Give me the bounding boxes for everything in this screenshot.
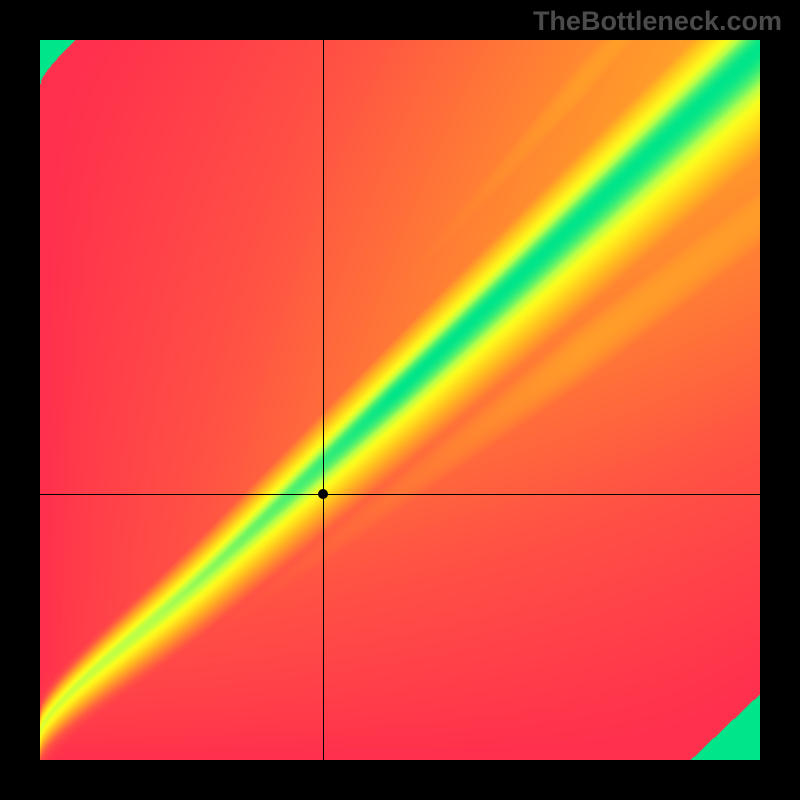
crosshair-dot xyxy=(318,489,328,499)
heatmap-plot xyxy=(40,40,760,760)
brand-watermark: TheBottleneck.com xyxy=(533,6,782,37)
figure-frame: TheBottleneck.com xyxy=(0,0,800,800)
crosshair-horizontal xyxy=(40,494,760,495)
crosshair-vertical xyxy=(323,40,324,760)
heatmap-canvas xyxy=(40,40,760,760)
